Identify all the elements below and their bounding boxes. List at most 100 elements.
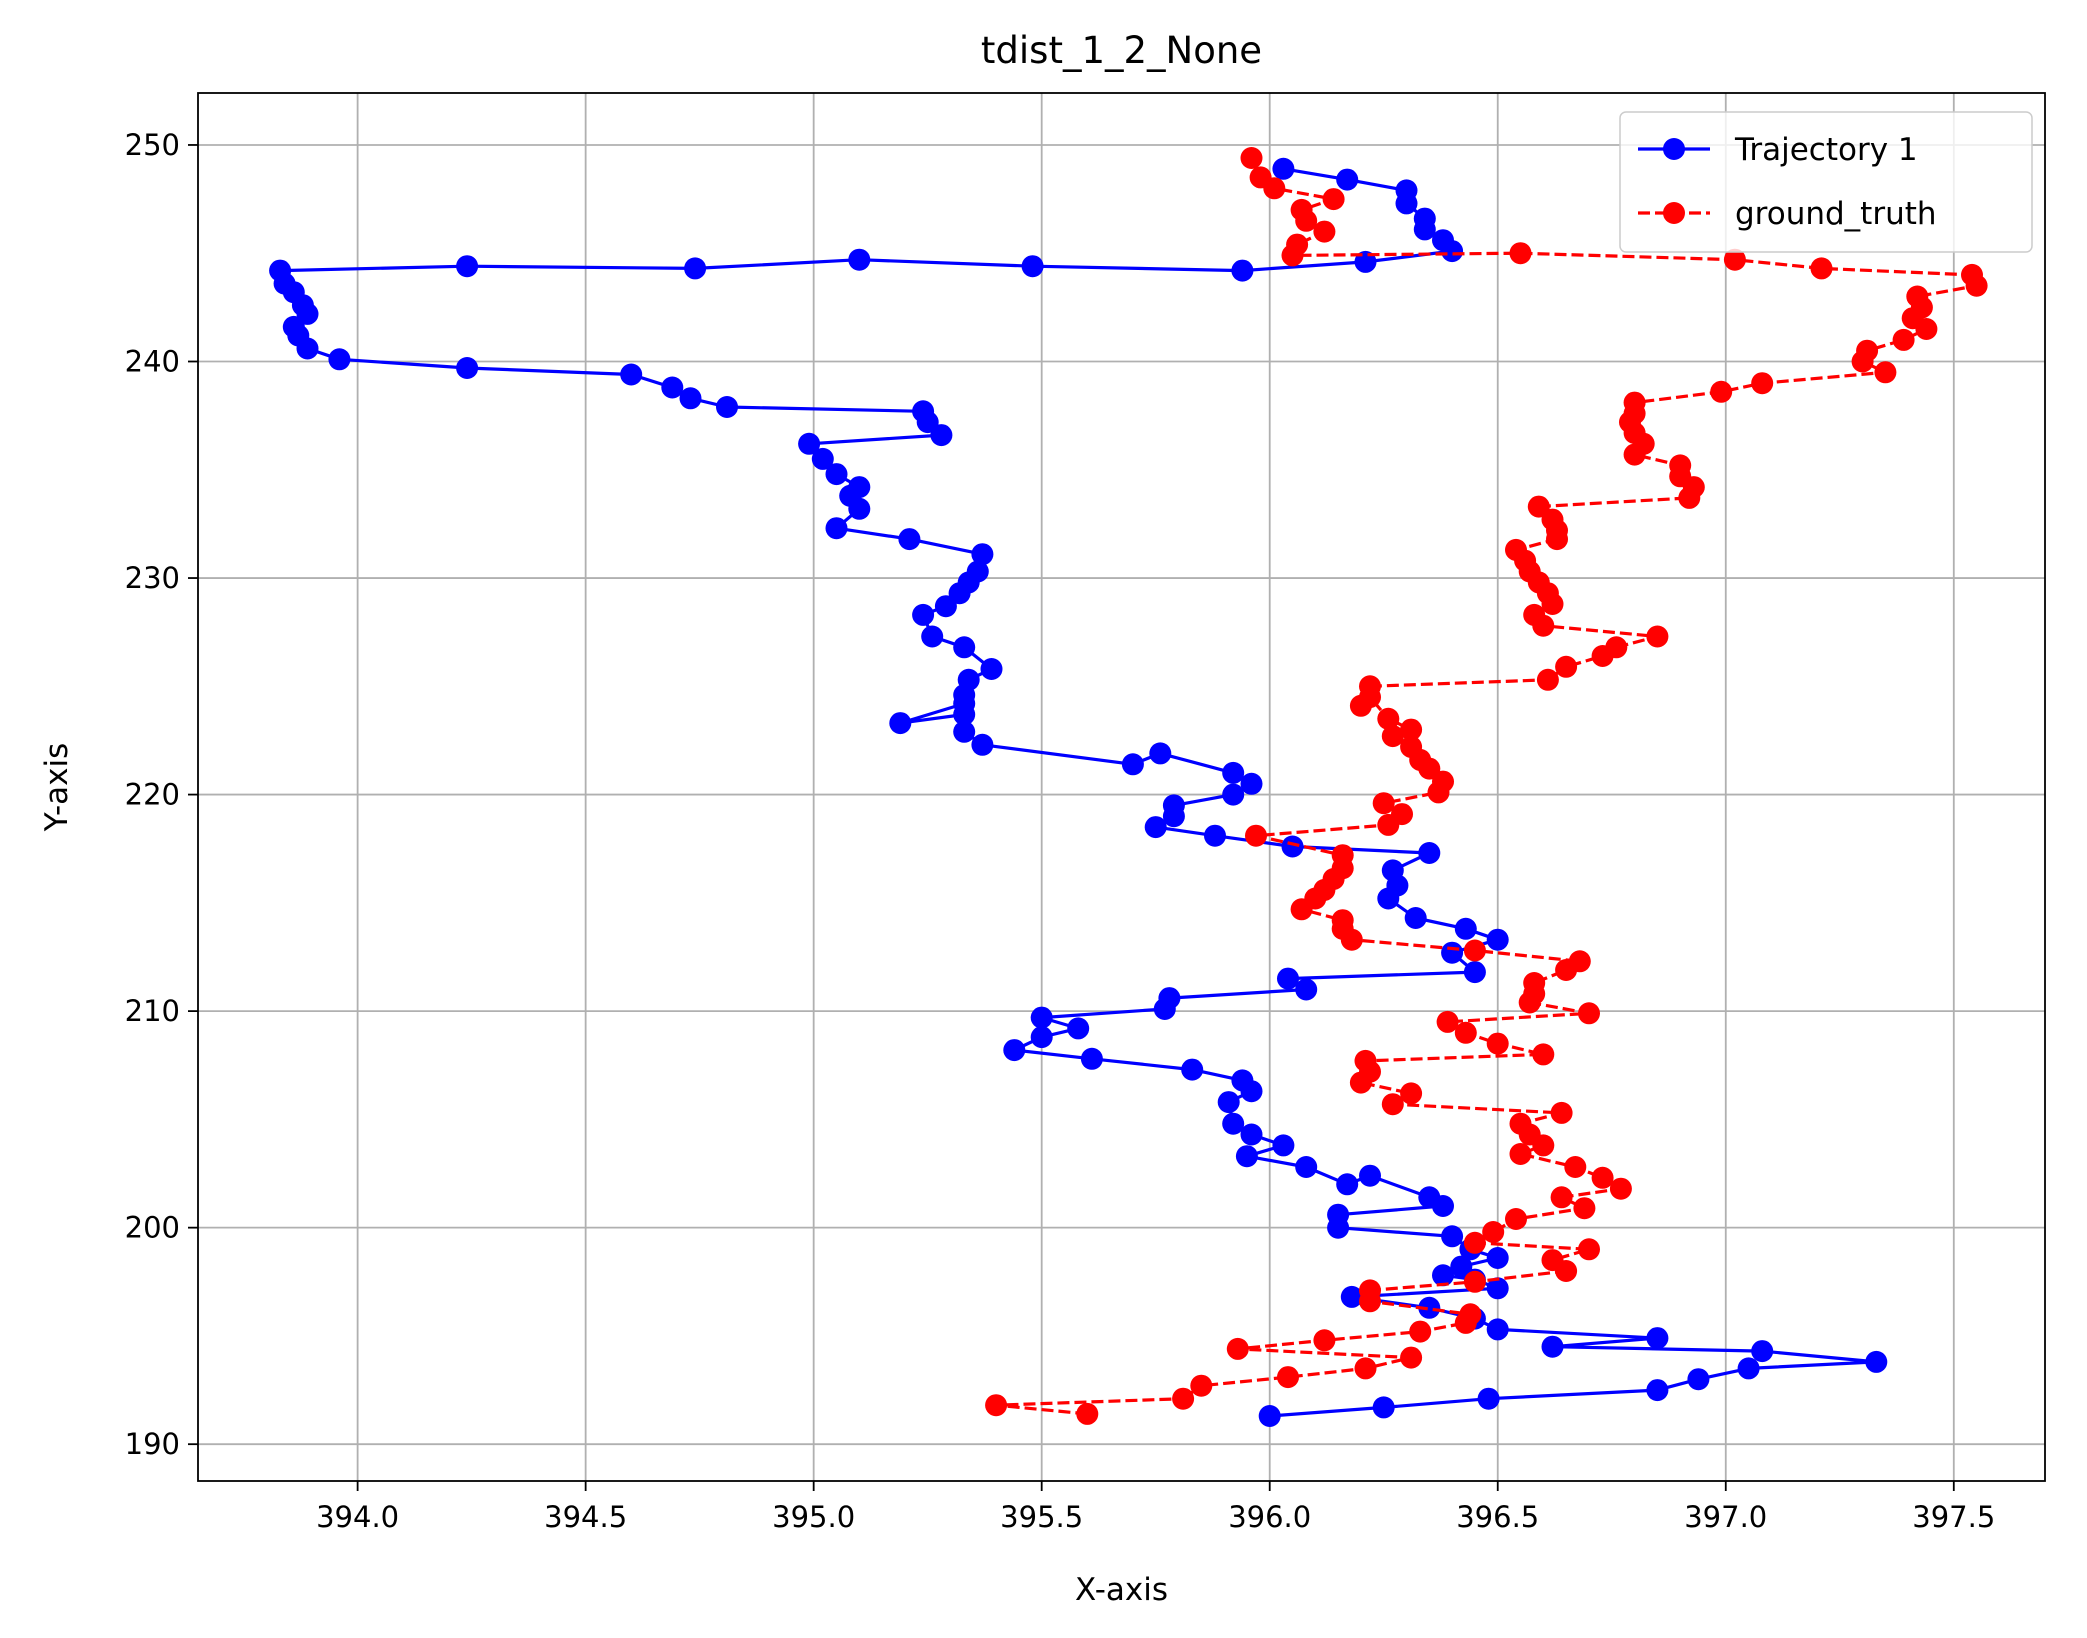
legend-marker-trajectory-1: [1663, 138, 1685, 160]
data-point-ground-truth: [1463, 939, 1486, 962]
data-point-trajectory-1: [1067, 1017, 1090, 1040]
data-point-ground-truth: [1436, 1010, 1459, 1033]
data-point-ground-truth: [1892, 328, 1915, 351]
data-point-ground-truth: [1646, 625, 1669, 648]
data-point-trajectory-1: [825, 463, 848, 486]
data-point-trajectory-1: [953, 720, 976, 743]
data-point-ground-truth: [1810, 257, 1833, 280]
y-tick-label: 220: [125, 778, 180, 812]
x-tick-label: 397.5: [1912, 1500, 1995, 1534]
data-point-trajectory-1: [1258, 1405, 1281, 1427]
data-point-trajectory-1: [269, 259, 292, 282]
data-point-ground-truth: [985, 1394, 1008, 1417]
y-tick-label: 210: [125, 994, 180, 1028]
data-point-trajectory-1: [912, 603, 935, 626]
x-axis-label: X-axis: [1075, 1572, 1168, 1608]
y-tick-label: 230: [125, 561, 180, 595]
data-point-trajectory-1: [1454, 917, 1477, 940]
data-point-trajectory-1: [1030, 1006, 1053, 1029]
data-point-ground-truth: [1354, 1049, 1377, 1072]
data-point-ground-truth: [1482, 1221, 1505, 1243]
data-point-ground-truth: [1249, 166, 1272, 189]
data-point-trajectory-1: [328, 348, 351, 371]
data-point-ground-truth: [1432, 770, 1454, 793]
data-point-trajectory-1: [1021, 255, 1044, 278]
y-axis-label: Y-axis: [39, 743, 75, 833]
legend-label-trajectory-1: Trajectory 1: [1734, 132, 1918, 168]
data-point-trajectory-1: [1381, 859, 1404, 882]
data-point-ground-truth: [1372, 792, 1395, 815]
data-point-ground-truth: [1190, 1374, 1213, 1397]
data-point-ground-truth: [1400, 1082, 1423, 1105]
data-point-ground-truth: [1286, 233, 1309, 256]
data-point-trajectory-1: [1240, 1123, 1263, 1146]
data-point-ground-truth: [1377, 707, 1400, 730]
data-point-trajectory-1: [1413, 207, 1436, 230]
legend-item-ground-truth: ground_truth: [1638, 196, 1937, 232]
data-point-trajectory-1: [1080, 1047, 1103, 1070]
data-point-ground-truth: [1856, 339, 1879, 362]
data-point-trajectory-1: [1272, 1134, 1295, 1157]
data-point-trajectory-1: [1030, 1026, 1053, 1049]
data-point-trajectory-1: [1418, 842, 1441, 864]
data-point-trajectory-1: [1272, 157, 1295, 180]
data-point-ground-truth: [1555, 655, 1578, 678]
data-point-trajectory-1: [825, 517, 848, 540]
data-point-trajectory-1: [1395, 179, 1418, 202]
data-point-ground-truth: [1240, 147, 1263, 169]
data-point-trajectory-1: [1486, 1277, 1509, 1300]
data-point-ground-truth: [1313, 220, 1336, 243]
data-point-trajectory-1: [1281, 835, 1304, 858]
data-point-trajectory-1: [716, 396, 738, 418]
data-point-trajectory-1: [1450, 1255, 1473, 1278]
data-point-trajectory-1: [1295, 1156, 1318, 1178]
data-point-trajectory-1: [1144, 816, 1167, 839]
data-point-ground-truth: [1505, 1208, 1527, 1230]
data-point-ground-truth: [1578, 1002, 1600, 1025]
data-point-trajectory-1: [1477, 1387, 1500, 1410]
data-point-ground-truth: [1591, 1166, 1614, 1189]
data-point-trajectory-1: [661, 376, 684, 399]
data-point-trajectory-1: [912, 400, 935, 423]
data-point-ground-truth: [1354, 1357, 1377, 1380]
data-point-trajectory-1: [1432, 1264, 1454, 1287]
data-point-ground-truth: [1573, 1197, 1596, 1220]
legend-item-trajectory-1: Trajectory 1: [1638, 132, 1918, 168]
data-point-trajectory-1: [1336, 168, 1359, 191]
data-point-ground-truth: [1550, 1186, 1573, 1209]
data-point-trajectory-1: [1463, 961, 1486, 984]
chart-title: tdist_1_2_None: [981, 29, 1262, 72]
legend-label-ground-truth: ground_truth: [1735, 196, 1937, 232]
data-point-trajectory-1: [798, 432, 821, 455]
data-point-trajectory-1: [1486, 1318, 1509, 1341]
data-point-ground-truth: [1226, 1337, 1249, 1360]
series-layer: [269, 147, 1988, 1427]
series-trajectory-1: [269, 157, 1888, 1427]
data-point-ground-truth: [1277, 1366, 1299, 1389]
x-tick-label: 394.5: [544, 1500, 627, 1534]
data-point-ground-truth: [1322, 188, 1345, 211]
data-point-ground-truth: [1509, 1143, 1532, 1165]
data-point-trajectory-1: [1327, 1203, 1350, 1226]
data-point-ground-truth: [1509, 1112, 1532, 1135]
data-point-ground-truth: [1313, 1329, 1336, 1352]
data-point-trajectory-1: [1404, 907, 1427, 929]
data-point-trajectory-1: [456, 357, 479, 379]
data-point-trajectory-1: [980, 658, 1003, 680]
data-point-trajectory-1: [898, 528, 921, 551]
data-point-trajectory-1: [1441, 1225, 1464, 1248]
x-tick-label: 397.0: [1684, 1500, 1767, 1534]
data-point-ground-truth: [1605, 636, 1628, 659]
data-point-ground-truth: [1400, 1346, 1423, 1369]
data-point-trajectory-1: [1687, 1368, 1710, 1391]
data-point-ground-truth: [1331, 844, 1354, 867]
data-point-ground-truth: [1527, 495, 1550, 518]
data-point-trajectory-1: [1162, 794, 1185, 817]
data-point-trajectory-1: [620, 363, 643, 386]
data-point-ground-truth: [1349, 694, 1372, 717]
data-point-ground-truth: [1400, 735, 1423, 758]
data-point-ground-truth: [1541, 1249, 1564, 1272]
data-point-trajectory-1: [1541, 1335, 1564, 1358]
data-point-trajectory-1: [1277, 967, 1299, 990]
